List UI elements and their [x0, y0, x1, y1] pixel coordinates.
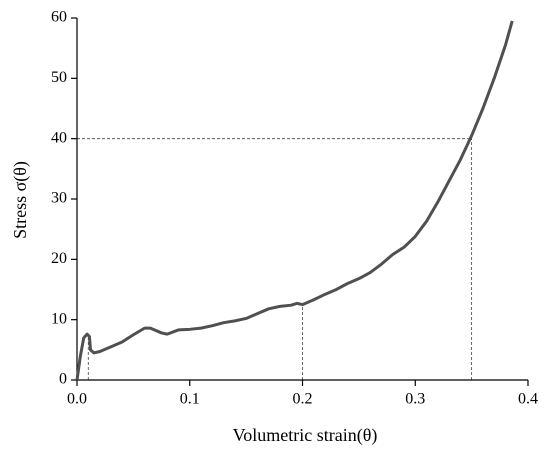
- x-tick-label: 0.4: [518, 391, 538, 408]
- x-tick-label: 0.1: [180, 391, 200, 408]
- y-axis-label: Stress σ(θ): [10, 161, 31, 239]
- y-tick-label: 40: [51, 129, 67, 146]
- x-tick-label: 0.2: [293, 391, 313, 408]
- y-tick-label: 50: [51, 69, 67, 86]
- x-axis-label: Volumetric strain(θ): [233, 425, 378, 446]
- x-tick-label: 0.3: [405, 391, 425, 408]
- y-tick-label: 10: [51, 310, 67, 327]
- y-tick-label: 20: [51, 250, 67, 267]
- y-tick-label: 30: [51, 190, 67, 207]
- y-tick-label: 60: [51, 9, 67, 26]
- y-tick-label: 0: [59, 371, 67, 388]
- data-line: [75, 20, 514, 381]
- x-tick-label: 0.0: [67, 391, 87, 408]
